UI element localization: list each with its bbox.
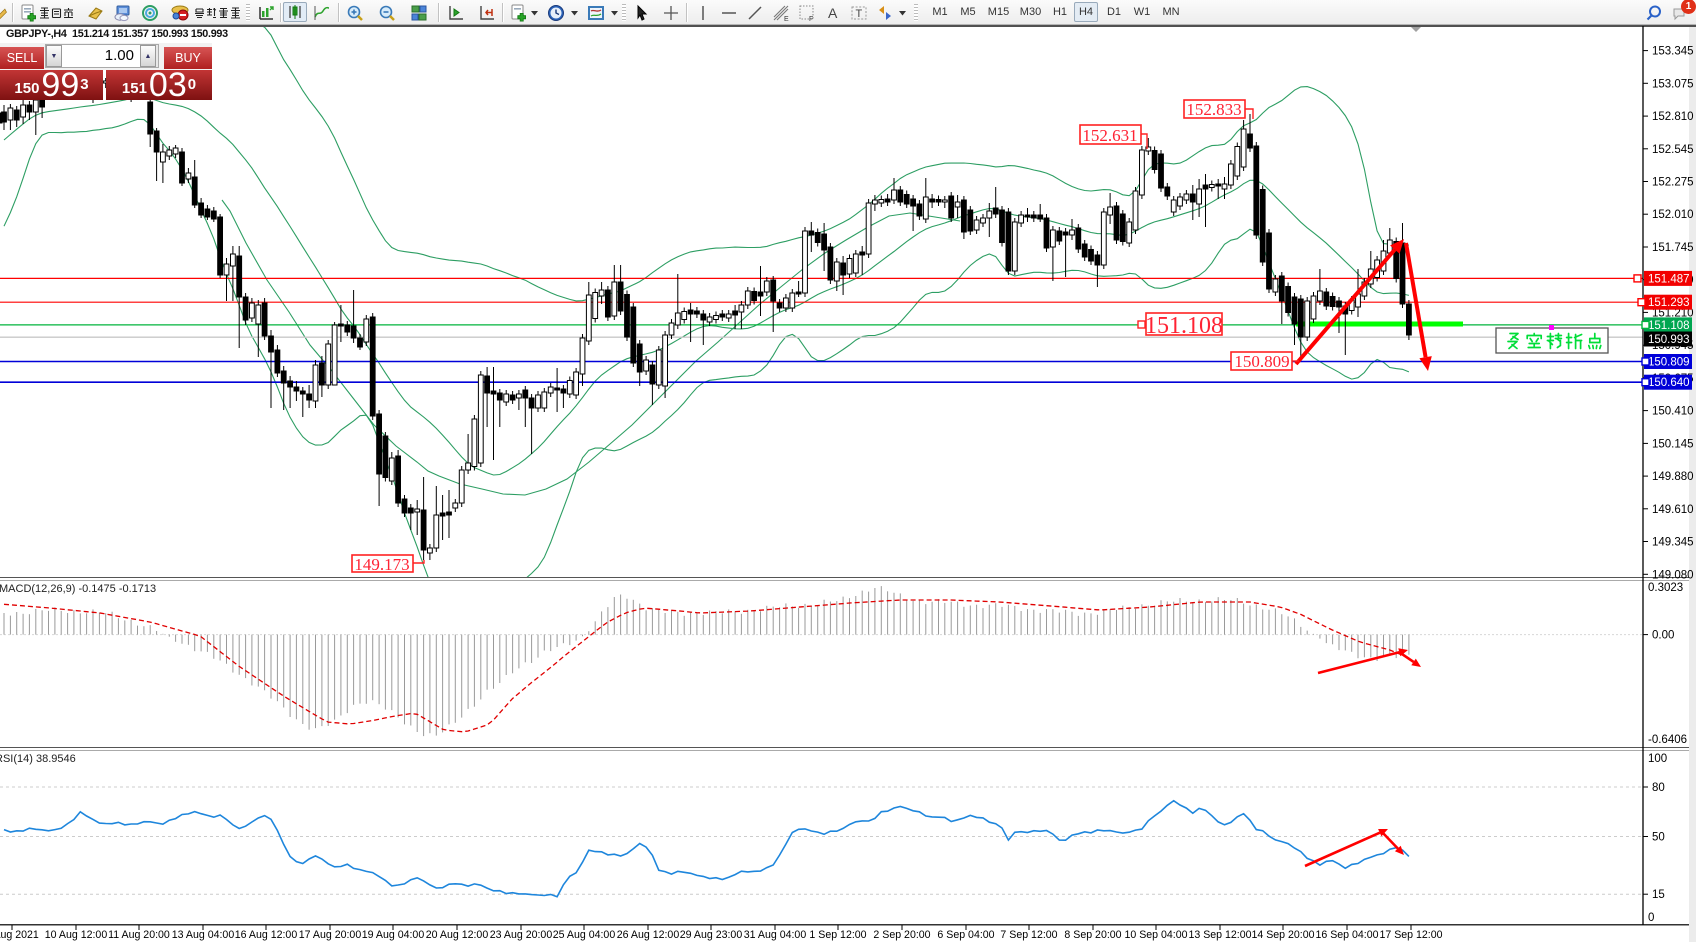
svg-text:149.080: 149.080	[1652, 569, 1694, 581]
svg-text:151.487: 151.487	[1648, 273, 1690, 285]
svg-text:149.610: 149.610	[1652, 504, 1694, 516]
svg-text:150.410: 150.410	[1652, 406, 1694, 418]
svg-text:0: 0	[1648, 912, 1654, 924]
svg-text:6 Sep 04:00: 6 Sep 04:00	[937, 929, 994, 941]
svg-text:19 Aug 04:00: 19 Aug 04:00	[362, 929, 425, 941]
svg-text:152.631: 152.631	[1082, 126, 1137, 145]
svg-text:152.545: 152.545	[1652, 144, 1694, 156]
svg-text:150.993: 150.993	[1648, 334, 1690, 346]
svg-text:80: 80	[1652, 782, 1665, 794]
svg-text:150.640: 150.640	[1648, 377, 1690, 389]
svg-text:26 Aug 12:00: 26 Aug 12:00	[617, 929, 680, 941]
svg-text:153.345: 153.345	[1652, 46, 1694, 58]
svg-text:1 Sep 12:00: 1 Sep 12:00	[809, 929, 866, 941]
svg-text:9 Aug 2021: 9 Aug 2021	[0, 929, 39, 941]
svg-text:151.108: 151.108	[1648, 320, 1690, 332]
svg-text:16 Aug 12:00: 16 Aug 12:00	[235, 929, 298, 941]
svg-text:149.880: 149.880	[1652, 471, 1694, 483]
svg-text:153.075: 153.075	[1652, 78, 1694, 90]
svg-text:0.00: 0.00	[1652, 630, 1674, 642]
svg-text:10 Sep 04:00: 10 Sep 04:00	[1124, 929, 1187, 941]
svg-text:150.809: 150.809	[1234, 352, 1289, 371]
svg-text:152.275: 152.275	[1652, 177, 1694, 189]
svg-text:0.3023: 0.3023	[1648, 582, 1683, 594]
svg-text:MACD(12,26,9) -0.1475 -0.1713: MACD(12,26,9) -0.1475 -0.1713	[0, 583, 156, 595]
svg-text:20 Aug 12:00: 20 Aug 12:00	[426, 929, 489, 941]
svg-text:17 Aug 20:00: 17 Aug 20:00	[299, 929, 362, 941]
svg-text:151.108: 151.108	[1145, 313, 1223, 339]
svg-text:13 Sep 12:00: 13 Sep 12:00	[1188, 929, 1251, 941]
svg-text:50: 50	[1652, 832, 1665, 844]
svg-text:23 Aug 20:00: 23 Aug 20:00	[490, 929, 553, 941]
svg-text:29 Aug 23:00: 29 Aug 23:00	[680, 929, 743, 941]
svg-text:15: 15	[1652, 889, 1665, 901]
svg-text:14 Sep 20:00: 14 Sep 20:00	[1251, 929, 1314, 941]
svg-text:E: E	[784, 16, 789, 22]
svg-text:152.833: 152.833	[1186, 100, 1241, 119]
svg-text:13 Aug 04:00: 13 Aug 04:00	[172, 929, 235, 941]
svg-text:-0.6406: -0.6406	[1648, 734, 1687, 746]
svg-text:17 Sep 12:00: 17 Sep 12:00	[1379, 929, 1442, 941]
svg-text:25 Aug 04:00: 25 Aug 04:00	[553, 929, 616, 941]
svg-text:152.810: 152.810	[1652, 111, 1694, 123]
svg-text:A: A	[828, 5, 838, 21]
svg-text:150.809: 150.809	[1648, 357, 1690, 369]
svg-text:11 Aug 20:00: 11 Aug 20:00	[108, 929, 170, 941]
svg-text:8 Sep 20:00: 8 Sep 20:00	[1064, 929, 1121, 941]
svg-text:31 Aug 04:00: 31 Aug 04:00	[744, 929, 807, 941]
svg-text:152.010: 152.010	[1652, 209, 1694, 221]
svg-text:GBPJPY-,H4 151.214 151.357 15: GBPJPY-,H4 151.214 151.357 150.993 150.9…	[6, 28, 228, 40]
svg-text:151.745: 151.745	[1652, 242, 1694, 254]
svg-text:149.345: 149.345	[1652, 537, 1694, 549]
svg-text:150.145: 150.145	[1652, 438, 1694, 450]
svg-text:RSI(14) 38.9546: RSI(14) 38.9546	[0, 753, 76, 765]
svg-text:F: F	[809, 16, 813, 22]
svg-text:100: 100	[1648, 753, 1667, 765]
svg-text:151.210: 151.210	[1652, 307, 1694, 319]
svg-text:T: T	[856, 8, 863, 20]
svg-text:2 Sep 20:00: 2 Sep 20:00	[873, 929, 930, 941]
svg-text:149.173: 149.173	[354, 555, 409, 574]
svg-text:7 Sep 12:00: 7 Sep 12:00	[1000, 929, 1057, 941]
svg-text:10 Aug 12:00: 10 Aug 12:00	[45, 929, 108, 941]
svg-text:151.293: 151.293	[1648, 297, 1690, 309]
svg-text:16 Sep 04:00: 16 Sep 04:00	[1315, 929, 1378, 941]
